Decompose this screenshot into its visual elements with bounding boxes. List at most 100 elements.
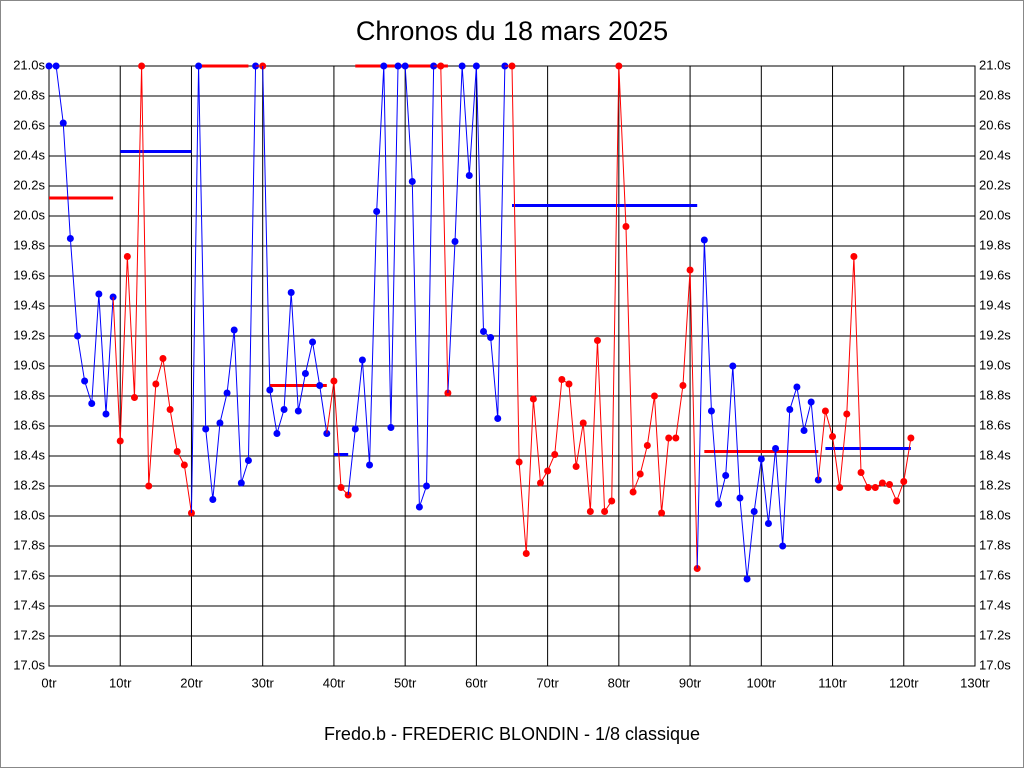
- data-point: [366, 461, 374, 469]
- data-point: [650, 392, 658, 400]
- chart-footer: Fredo.b - FREDERIC BLONDIN - 1/8 classiq…: [324, 724, 700, 744]
- y2-tick-label: 18.2s: [979, 477, 1011, 492]
- x-tick-label: 50tr: [394, 675, 417, 690]
- data-point: [216, 419, 224, 427]
- data-point: [707, 407, 715, 415]
- data-point: [494, 415, 502, 422]
- y2-tick-label: 19.2s: [979, 327, 1011, 342]
- x-tick-label: 130tr: [960, 675, 990, 690]
- y2-tick-label: 20.6s: [979, 117, 1011, 132]
- data-point: [786, 406, 794, 413]
- data-point: [358, 356, 366, 364]
- data-point: [793, 383, 801, 391]
- data-point: [116, 437, 124, 445]
- data-point: [722, 472, 730, 479]
- data-point: [643, 442, 651, 449]
- x-tick-label: 40tr: [323, 675, 346, 690]
- data-point: [59, 119, 67, 127]
- data-point: [743, 575, 751, 583]
- data-point: [337, 484, 345, 491]
- data-point: [800, 427, 808, 434]
- data-point: [893, 497, 901, 505]
- data-point: [878, 479, 886, 487]
- y2-tick-label: 20.2s: [979, 177, 1011, 192]
- data-point: [629, 488, 637, 496]
- data-point: [558, 376, 566, 383]
- data-point: [458, 62, 466, 70]
- data-point: [195, 62, 203, 70]
- data-point: [294, 407, 302, 415]
- y-tick-label: 17.8s: [13, 537, 45, 552]
- data-point: [173, 448, 181, 455]
- y-tick-label: 19.8s: [13, 237, 45, 252]
- connector: [190, 65, 200, 514]
- data-point: [593, 337, 601, 344]
- data-point: [316, 382, 324, 389]
- data-point: [508, 62, 516, 70]
- y2-tick-label: 20.8s: [979, 87, 1011, 102]
- data-point: [394, 62, 402, 70]
- data-point: [750, 508, 758, 515]
- data-point: [672, 434, 680, 442]
- data-point: [415, 503, 423, 511]
- data-point: [351, 425, 359, 433]
- data-point: [480, 328, 488, 335]
- data-point: [544, 467, 552, 475]
- connector: [262, 65, 271, 391]
- y-tick-label: 18.0s: [13, 507, 45, 522]
- data-point: [266, 386, 274, 394]
- x-tick-label: 0tr: [41, 675, 57, 690]
- y-tick-label: 21.0s: [13, 57, 45, 72]
- data-point: [330, 377, 338, 385]
- data-point: [572, 463, 580, 470]
- y-tick-label: 19.2s: [13, 327, 45, 342]
- connector: [326, 380, 335, 434]
- data-point: [850, 253, 858, 260]
- series-line: [354, 65, 435, 508]
- data-point: [230, 326, 238, 334]
- data-point: [601, 508, 609, 515]
- y2-tick-label: 20.0s: [979, 207, 1011, 222]
- y-tick-label: 20.6s: [13, 117, 45, 132]
- data-point: [764, 520, 772, 527]
- y-tick-label: 20.8s: [13, 87, 45, 102]
- series-line: [440, 65, 449, 394]
- data-point: [515, 458, 523, 466]
- x-tick-label: 110tr: [818, 675, 847, 690]
- data-point: [836, 484, 844, 491]
- data-point: [309, 338, 317, 346]
- data-point: [487, 334, 495, 341]
- data-point: [565, 380, 573, 388]
- data-point: [779, 542, 787, 550]
- series-line: [454, 65, 506, 419]
- y2-tick-label: 19.6s: [979, 267, 1011, 282]
- data-point: [843, 410, 851, 418]
- x-tick-label: 100tr: [746, 675, 776, 690]
- data-point: [237, 479, 245, 487]
- data-point: [244, 457, 252, 464]
- x-tick-label: 120tr: [889, 675, 919, 690]
- chart-title: Chronos du 18 mars 2025: [356, 16, 668, 46]
- data-point: [857, 469, 865, 476]
- data-point: [95, 290, 103, 298]
- data-point: [736, 494, 744, 502]
- y-tick-label: 18.2s: [13, 477, 45, 492]
- connector: [817, 410, 826, 481]
- data-point: [159, 355, 167, 362]
- data-point: [73, 332, 81, 340]
- y-tick-label: 18.4s: [13, 447, 45, 462]
- x-tick-label: 20tr: [180, 675, 203, 690]
- data-point: [166, 406, 174, 413]
- data-point: [886, 481, 894, 488]
- y-tick-label: 19.6s: [13, 267, 45, 282]
- y-tick-label: 20.0s: [13, 207, 45, 222]
- data-point: [145, 482, 153, 490]
- data-point: [280, 406, 288, 413]
- data-point: [123, 253, 131, 260]
- data-point: [287, 289, 295, 296]
- x-tick-label: 90tr: [679, 675, 702, 690]
- data-point: [52, 62, 60, 70]
- data-point: [88, 400, 96, 407]
- data-point: [401, 62, 409, 70]
